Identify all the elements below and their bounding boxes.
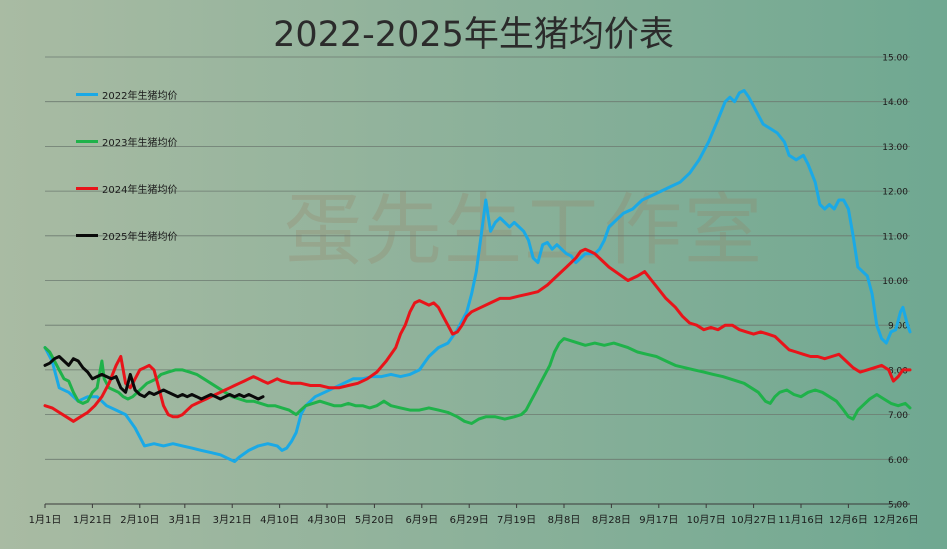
legend-label: 2023年生猪均价 (102, 137, 178, 149)
legend-item: 2022年生猪均价 (76, 86, 177, 102)
series-lines (43, 89, 912, 463)
chart-title: 2022-2025年生猪均价表 (273, 15, 674, 55)
y-tick-label: 7.00 (888, 411, 908, 421)
y-tick-label: 5.00 (888, 501, 908, 511)
y-tick-label: 13.00 (882, 143, 908, 153)
legend-swatch (76, 92, 98, 96)
x-tick-label: 7月19日 (497, 514, 536, 526)
legend-item: 2025年生猪均价 (76, 227, 177, 243)
legend: 2022年生猪均价 2023年生猪均价 2024年生猪均价 2025年生猪均价 (76, 86, 296, 256)
y-axis-tick-labels: 5.006.007.008.009.0010.0011.0012.0013.00… (882, 54, 908, 511)
series-line-2023 (43, 337, 912, 425)
legend-item: 2023年生猪均价 (76, 133, 177, 149)
x-tick-label: 12月6日 (829, 514, 868, 526)
y-tick-label: 8.00 (888, 366, 908, 376)
x-tick-label: 3月21日 (213, 514, 252, 526)
y-tick-label: 14.00 (882, 98, 908, 108)
x-tick-label: 12月26日 (873, 514, 918, 526)
x-tick-label: 11月16日 (778, 514, 823, 526)
y-tick-label: 11.00 (882, 232, 908, 242)
x-tick-label: 6月29日 (450, 514, 489, 526)
x-tick-label: 2月10日 (120, 514, 159, 526)
x-tick-label: 4月10日 (260, 514, 299, 526)
y-tick-label: 6.00 (888, 456, 908, 466)
grid-lines (45, 56, 910, 505)
legend-swatch (76, 139, 98, 143)
legend-label: 2024年生猪均价 (102, 184, 178, 196)
x-tick-label: 1月1日 (29, 514, 62, 526)
x-tick-label: 5月20日 (355, 514, 394, 526)
legend-swatch (76, 186, 98, 190)
series-line-2022 (43, 89, 912, 463)
x-axis: 1月1日 1月21日 2月10日 3月1日 3月21日 4月10日 4月30日 5月20日 6月… (29, 503, 919, 526)
x-tick-label: 8月8日 (548, 514, 581, 526)
x-tick-label: 1月21日 (73, 514, 112, 526)
y-tick-label: 12.00 (882, 188, 908, 198)
y-tick-label: 15.00 (882, 54, 908, 64)
legend-label: 2022年生猪均价 (102, 90, 178, 102)
x-tick-label: 4月30日 (307, 514, 346, 526)
x-tick-label: 9月17日 (639, 514, 678, 526)
series-line-2025 (43, 355, 265, 401)
series-line-2024 (43, 247, 912, 423)
x-tick-label: 8月28日 (592, 514, 631, 526)
x-tick-label: 10月27日 (731, 514, 776, 526)
legend-swatch (76, 233, 98, 237)
x-tick-label: 10月7日 (687, 514, 726, 526)
legend-label: 2025年生猪均价 (102, 231, 178, 243)
x-tick-label: 3月1日 (168, 514, 201, 526)
x-tick-label: 6月9日 (405, 514, 438, 526)
y-tick-label: 10.00 (882, 277, 908, 287)
legend-item: 2024年生猪均价 (76, 180, 177, 196)
